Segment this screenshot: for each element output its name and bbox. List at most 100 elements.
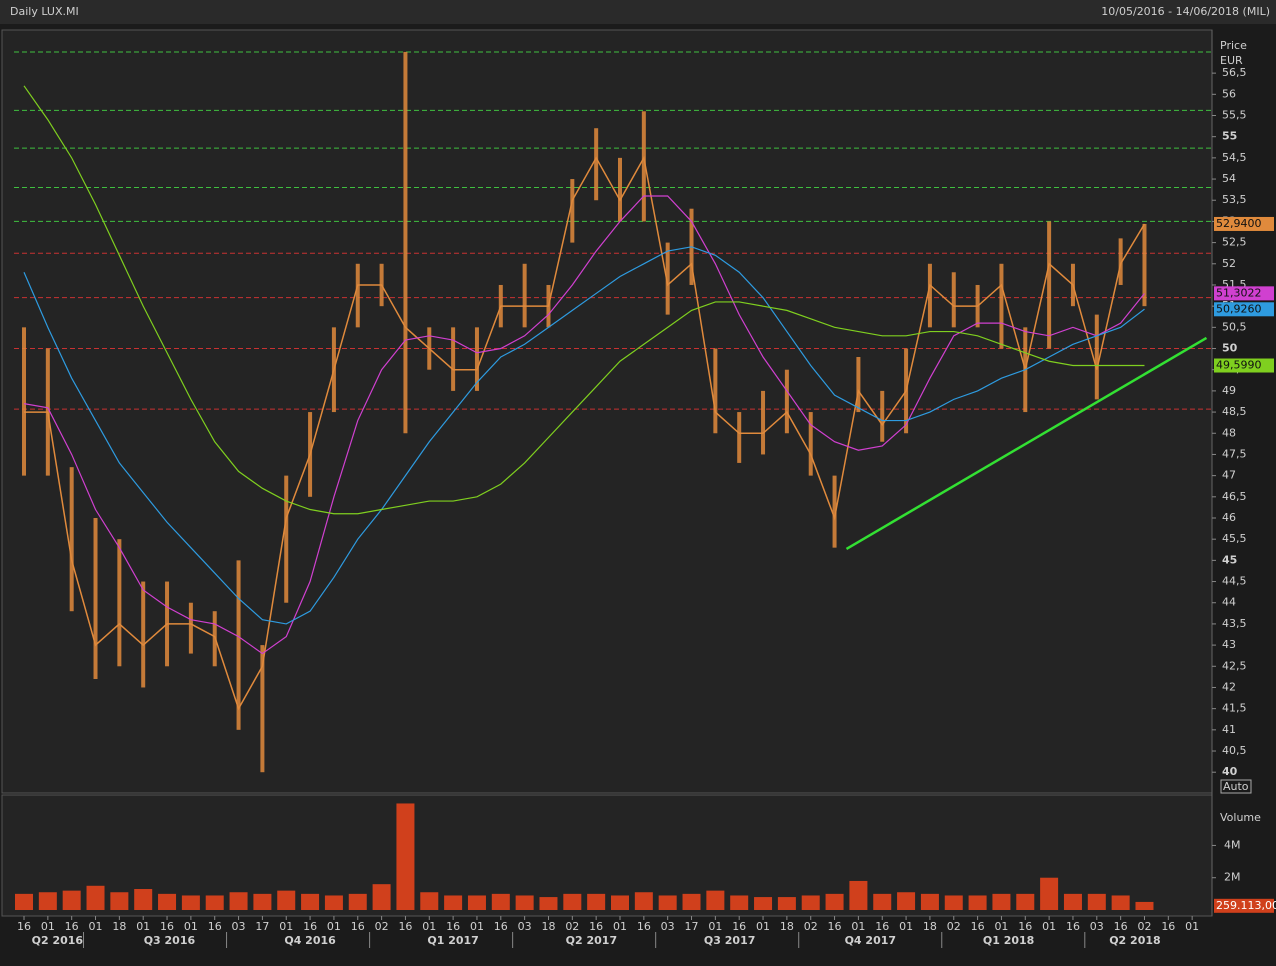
price-bar <box>951 272 956 328</box>
price-close-line <box>24 155 1146 711</box>
volume-bar <box>920 893 939 910</box>
y-tick-label: 48,5 <box>1222 405 1247 418</box>
x-tick-label: 18 <box>541 920 555 933</box>
x-tick-label: 16 <box>637 920 651 933</box>
y-tick-label: 55,5 <box>1222 108 1247 121</box>
volume-bar <box>205 895 224 910</box>
price-bar <box>641 111 646 222</box>
x-tick-label: 16 <box>494 920 508 933</box>
volume-bar <box>1063 893 1082 910</box>
y-tick-label: 43 <box>1222 638 1236 651</box>
auto-button[interactable] <box>1220 779 1252 794</box>
y-tick-label: 45 <box>1222 553 1237 566</box>
volume-bar <box>38 892 57 910</box>
x-tick-label: 02 <box>947 920 961 933</box>
price-bar <box>1142 223 1147 307</box>
volume-bar <box>181 895 200 910</box>
volume-bar <box>634 892 653 910</box>
auto-label[interactable]: Auto <box>1223 780 1249 793</box>
volume-bar <box>706 890 725 910</box>
trendline <box>845 336 1208 551</box>
x-tick-label: 16 <box>17 920 31 933</box>
volume-bar <box>587 893 606 910</box>
price-bar <box>618 157 622 222</box>
y-tick-label: 41,5 <box>1222 702 1247 715</box>
y-tick-label: 46,5 <box>1222 490 1247 503</box>
volume-bar <box>754 897 773 910</box>
y-tick-label: 42 <box>1222 680 1236 693</box>
price-bar <box>69 467 74 612</box>
volume-bar <box>420 892 439 910</box>
axis-unit: EUR <box>1220 54 1243 67</box>
x-tick-label: 03 <box>1090 920 1104 933</box>
x-tick-label: 01 <box>470 920 484 933</box>
x-tick-label: 17 <box>685 920 699 933</box>
price-bar <box>260 645 265 773</box>
volume-bar <box>825 893 844 910</box>
price-bar <box>141 581 146 688</box>
quarter-label: Q2 2016 <box>32 934 84 947</box>
price-bar <box>284 475 289 603</box>
x-tick-label: 16 <box>971 920 985 933</box>
x-tick-label: 03 <box>661 920 675 933</box>
x-tick-label: 16 <box>446 920 460 933</box>
volume-bar <box>968 895 987 910</box>
volume-bar <box>1111 895 1130 910</box>
ma-last-tag <box>1214 302 1274 317</box>
quarter-label: Q4 2016 <box>284 934 336 947</box>
x-tick-label: 02 <box>804 920 818 933</box>
last-price-tag <box>1214 216 1274 231</box>
x-tick-label: 01 <box>89 920 103 933</box>
x-tick-label: 16 <box>303 920 317 933</box>
volume-bar <box>86 885 105 910</box>
volume-bar <box>348 893 367 910</box>
price-bar <box>761 390 766 455</box>
volume-bar <box>1087 893 1106 910</box>
y-tick-label: 56,5 <box>1222 66 1247 79</box>
volume-title: Volume <box>1220 811 1261 824</box>
y-tick-label: 53,5 <box>1222 193 1247 206</box>
x-tick-label: 01 <box>756 920 770 933</box>
y-tick-label: 52 <box>1222 257 1236 270</box>
volume-bar <box>777 897 796 910</box>
quarter-label: Q1 2017 <box>427 934 478 947</box>
y-tick-label: 47,5 <box>1222 447 1247 460</box>
price-panel <box>1 29 1213 794</box>
x-tick-label: 16 <box>351 920 365 933</box>
y-tick-label: 43,5 <box>1222 617 1247 630</box>
volume-bar <box>253 893 272 910</box>
ma-last-tag <box>1214 358 1274 373</box>
x-tick-label: 18 <box>923 920 937 933</box>
x-tick-label: 01 <box>327 920 341 933</box>
price-bar <box>403 51 408 434</box>
volume-bar <box>992 893 1011 910</box>
x-tick-label: 18 <box>780 920 794 933</box>
price-bar <box>832 475 837 548</box>
volume-bar <box>873 893 892 910</box>
x-tick-label: 16 <box>1018 920 1032 933</box>
price-bar <box>117 539 122 667</box>
volume-bar <box>134 889 153 910</box>
price-bar <box>713 348 718 434</box>
y-tick-label: 40,5 <box>1222 744 1247 757</box>
price-bar <box>784 369 789 434</box>
volume-bar <box>491 893 510 910</box>
volume-tick-label: 4M <box>1224 838 1241 851</box>
x-tick-label: 16 <box>589 920 603 933</box>
x-tick-label: 16 <box>1066 920 1080 933</box>
x-tick-label: 01 <box>136 920 150 933</box>
volume-bar <box>682 893 701 910</box>
y-tick-label: 48 <box>1222 426 1236 439</box>
y-tick-label: 44 <box>1222 596 1236 609</box>
volume-bar <box>372 884 391 910</box>
volume-bar <box>658 895 677 910</box>
quarter-label: Q1 2018 <box>983 934 1034 947</box>
volume-bar <box>15 893 33 910</box>
x-tick-label: 01 <box>613 920 627 933</box>
ma-last-tag <box>1214 286 1274 301</box>
x-tick-label: 17 <box>255 920 269 933</box>
volume-bar <box>1040 877 1059 910</box>
price-bar <box>665 242 670 315</box>
y-tick-label: 50,5 <box>1222 320 1247 333</box>
volume-tick-label: 2M <box>1224 871 1241 884</box>
